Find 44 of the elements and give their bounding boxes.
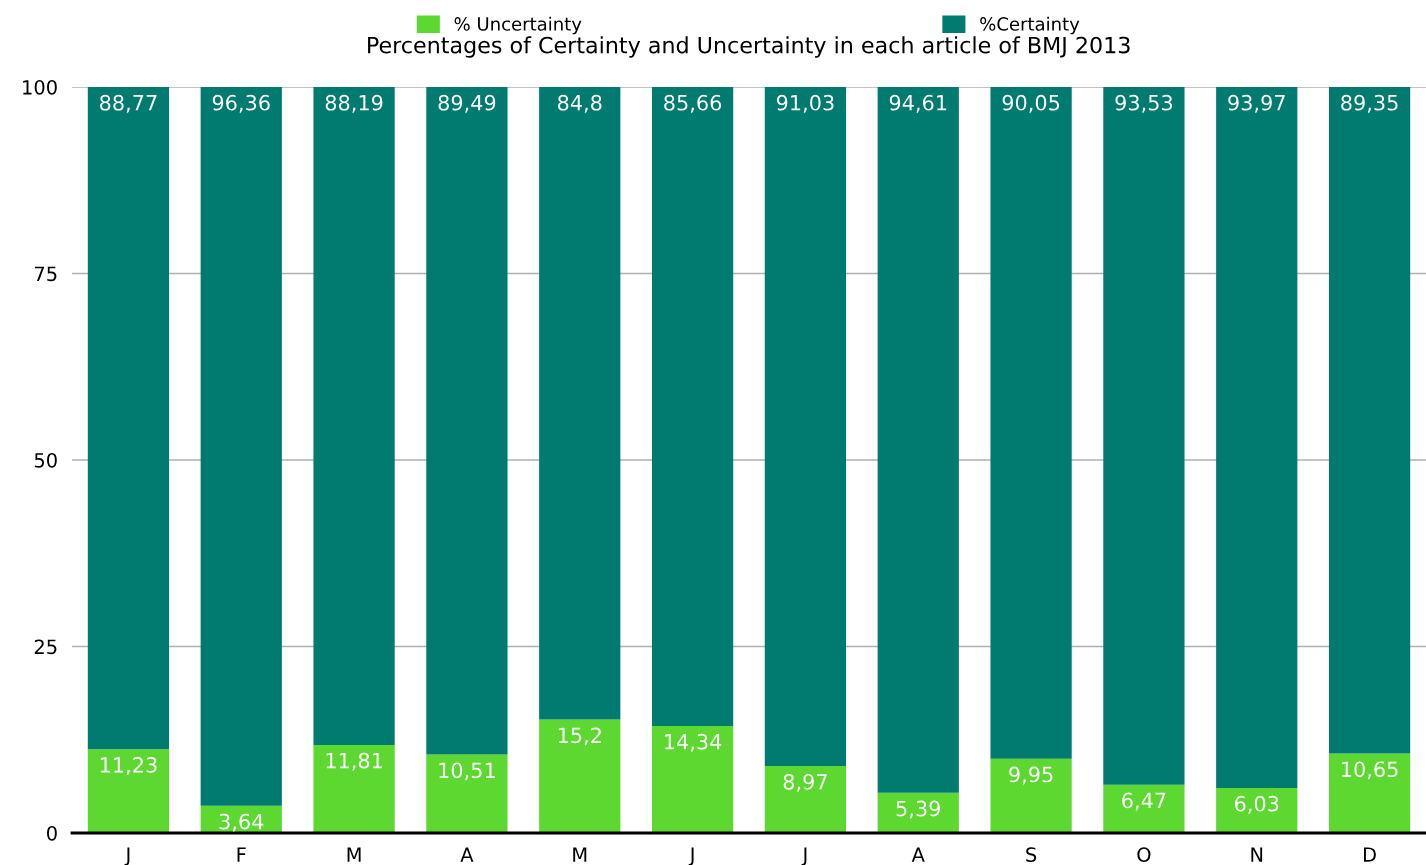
data-label: 93,97 bbox=[1228, 94, 1285, 113]
y-tick-label: 0 bbox=[47, 825, 57, 841]
x-tick-label: J bbox=[124, 847, 130, 865]
data-label: 6,03 bbox=[1235, 795, 1279, 814]
x-tick-label: S bbox=[1026, 847, 1037, 862]
y-tick-label: 25 bbox=[34, 639, 57, 655]
data-label: 11,23 bbox=[100, 757, 157, 775]
x-tick-label: O bbox=[1137, 847, 1151, 862]
data-label: 93,53 bbox=[1115, 94, 1173, 113]
data-label: 90,05 bbox=[1002, 94, 1060, 113]
data-label: 10,51 bbox=[439, 762, 495, 781]
x-tick-label: A bbox=[460, 847, 474, 862]
x-tick-label: J bbox=[801, 847, 807, 865]
x-tick-label: N bbox=[1251, 847, 1263, 862]
data-label: 6,47 bbox=[1122, 792, 1166, 811]
data-label: 89,49 bbox=[438, 94, 496, 113]
chart-title: Percentages of Certainty and Uncertainty in each article of BMJ 2013 bbox=[368, 36, 1130, 58]
data-label: 10,65 bbox=[1342, 761, 1398, 780]
legend-label: % Uncertainty bbox=[454, 16, 582, 35]
data-label: 14,34 bbox=[665, 733, 722, 752]
y-tick-label: 100 bbox=[23, 79, 57, 95]
data-label: 96,36 bbox=[212, 94, 270, 113]
data-label: 3,64 bbox=[219, 813, 264, 832]
data-label: 88,19 bbox=[325, 94, 383, 113]
data-label: 94,61 bbox=[889, 94, 947, 113]
data-label: 89,35 bbox=[1341, 94, 1398, 113]
data-label: 15,2 bbox=[558, 727, 601, 746]
data-label: 11,81 bbox=[326, 752, 382, 771]
x-tick-label: A bbox=[911, 847, 925, 862]
data-label: 9,95 bbox=[1009, 766, 1053, 785]
x-tick-label: J bbox=[688, 847, 694, 865]
y-tick-label: 75 bbox=[34, 266, 57, 282]
x-tick-label: F bbox=[237, 847, 246, 862]
x-tick-label: M bbox=[347, 847, 361, 862]
data-label: 85,66 bbox=[664, 94, 722, 113]
x-tick-label: D bbox=[1364, 847, 1376, 862]
y-tick-label: 50 bbox=[34, 452, 57, 468]
data-label: 88,77 bbox=[100, 94, 157, 113]
x-tick-label: M bbox=[573, 847, 587, 862]
data-label: 8,97 bbox=[783, 773, 827, 792]
data-label: 5,39 bbox=[896, 800, 940, 819]
data-label: 84,8 bbox=[557, 94, 602, 113]
data-label: 91,03 bbox=[776, 94, 834, 113]
legend-label: %Certainty bbox=[980, 16, 1080, 35]
